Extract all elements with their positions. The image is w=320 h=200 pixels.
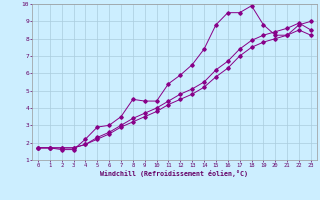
X-axis label: Windchill (Refroidissement éolien,°C): Windchill (Refroidissement éolien,°C) xyxy=(100,170,248,177)
